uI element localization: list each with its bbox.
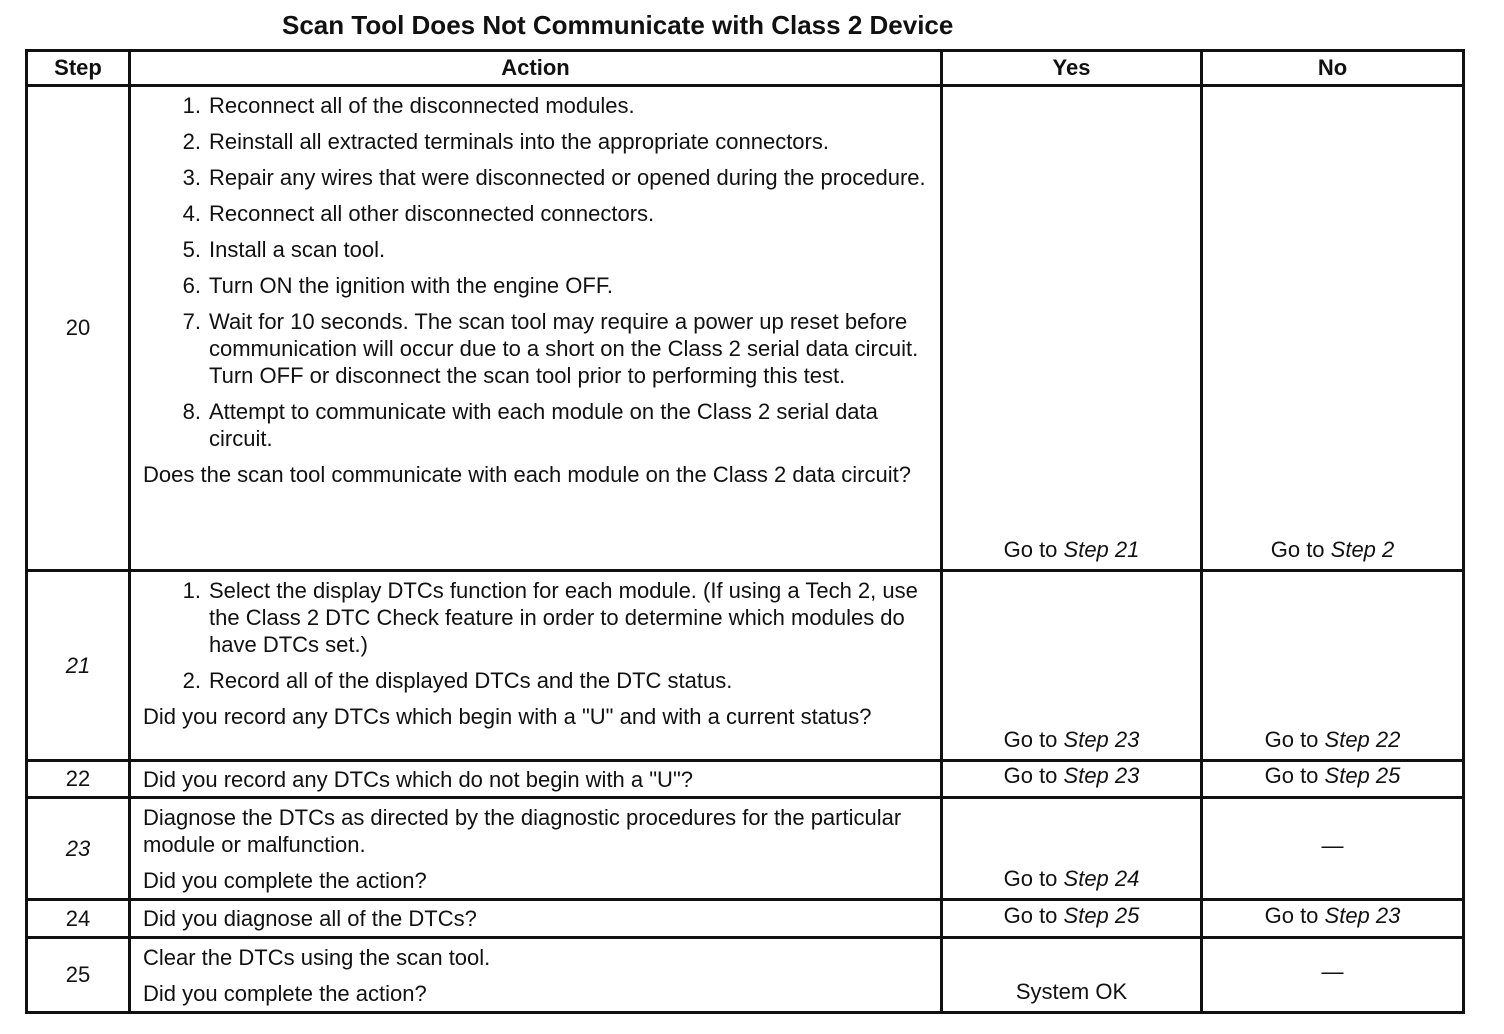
action-question: Did you complete the action? (143, 981, 427, 1006)
go-to-label: Go to (1003, 902, 1064, 928)
item-text: Attempt to communicate with each module … (209, 399, 878, 451)
table-row: 24 Did you diagnose all of the DTCs? Go to… (25, 898, 1465, 939)
go-to-label: Go to (1264, 727, 1325, 752)
action-text: Diagnose the DTCs as directed by the dia… (143, 805, 902, 857)
item-number: 2. (182, 668, 201, 693)
step-number: 23 (25, 796, 131, 901)
action-cell: Did you record any DTCs which do not beg… (128, 759, 943, 799)
header-no: No (1200, 49, 1465, 87)
go-to-label: Go to (1003, 537, 1064, 562)
step-number: 22 (25, 759, 131, 799)
step-link: Step 21 (1063, 537, 1140, 562)
header-action: Action (128, 49, 943, 87)
step-link: Step 25 (1324, 763, 1401, 788)
step-link: Step 23 (1324, 902, 1401, 928)
yes-cell: Go to Step 21 (940, 84, 1203, 572)
item-number: 5. (182, 237, 201, 262)
item-number: 6. (182, 273, 201, 298)
action-item: 5. Install a scan tool. (143, 236, 932, 263)
action-cell: Diagnose the DTCs as directed by the dia… (128, 796, 943, 901)
table-row: 25 Clear the DTCs using the scan tool. Did… (25, 936, 1465, 1014)
item-number: 2. (182, 129, 201, 154)
yes-cell: System OK (940, 936, 1203, 1014)
item-text: Wait for 10 seconds. The scan tool may r… (209, 309, 919, 388)
go-to-label: Go to (1003, 763, 1064, 788)
table-row: 21 1. Select the display DTCs function for… (25, 569, 1465, 762)
action-cell: 1. Select the display DTCs function for e… (128, 569, 943, 762)
header-step: Step (25, 49, 131, 87)
item-text: Reconnect all of the disconnected module… (209, 93, 635, 118)
no-cell: Go to Step 2 (1200, 84, 1465, 572)
item-text: Record all of the displayed DTCs and the… (209, 668, 733, 693)
yes-cell: Go to Step 24 (940, 796, 1203, 901)
yes-cell: Go to Step 23 (940, 759, 1203, 799)
action-item: 1. Select the display DTCs function for e… (143, 577, 932, 658)
step-number: 20 (25, 84, 131, 572)
item-text: Select the display DTCs function for eac… (209, 578, 918, 657)
no-cell: Go to Step 25 (1200, 759, 1465, 799)
header-yes: Yes (940, 49, 1203, 87)
action-item: 2. Reinstall all extracted terminals into… (143, 128, 932, 155)
item-text: Install a scan tool. (209, 237, 386, 262)
step-link: Step 24 (1063, 866, 1140, 891)
action-question: Did you record any DTCs which do not beg… (143, 766, 693, 792)
go-to-label: Go to (1264, 902, 1325, 928)
action-cell: Did you diagnose all of the DTCs? (128, 898, 943, 939)
diagnostic-table: Step Action Yes No 20 1. Reconnect all of … (25, 49, 1465, 1014)
item-text: Repair any wires that were disconnected … (209, 165, 926, 190)
go-to-label: Go to (1003, 727, 1064, 752)
action-question: Did you record any DTCs which begin with… (143, 704, 872, 729)
table-row: 20 1. Reconnect all of the disconnected mo… (25, 84, 1465, 572)
go-to-label: Go to (1003, 866, 1064, 891)
go-to-label: Go to (1270, 537, 1331, 562)
page-title: Scan Tool Does Not Communicate with Clas… (282, 10, 954, 40)
action-cell: 1. Reconnect all of the disconnected modu… (128, 84, 943, 572)
action-item: 3. Repair any wires that were disconnecte… (143, 164, 932, 191)
step-link: Step 23 (1063, 763, 1140, 788)
action-item: 6. Turn ON the ignition with the engine O… (143, 272, 932, 299)
yes-cell: Go to Step 23 (940, 569, 1203, 762)
step-link: Step 2 (1330, 537, 1395, 562)
action-question: Did you complete the action? (143, 868, 427, 893)
action-item: 1. Reconnect all of the disconnected modu… (143, 92, 932, 119)
step-link: Step 25 (1063, 902, 1140, 928)
no-cell: — (1200, 796, 1465, 901)
item-text: Reconnect all other disconnected connect… (209, 201, 655, 226)
item-number: 1. (182, 578, 201, 603)
item-number: 7. (182, 309, 201, 334)
step-link: Step 23 (1063, 727, 1140, 752)
action-text: Clear the DTCs using the scan tool. (143, 945, 491, 970)
action-item: 4. Reconnect all other disconnected conne… (143, 200, 932, 227)
action-cell: Clear the DTCs using the scan tool. Did y… (128, 936, 943, 1014)
item-text: Reinstall all extracted terminals into t… (209, 129, 829, 154)
step-number: 25 (25, 936, 131, 1014)
table-row: 23 Diagnose the DTCs as directed by the d… (25, 796, 1465, 901)
table-row: 22 Did you record any DTCs which do not b… (25, 759, 1465, 799)
action-item: 2. Record all of the displayed DTCs and t… (143, 667, 932, 694)
item-number: 3. (182, 165, 201, 190)
item-number: 4. (182, 201, 201, 226)
action-question: Does the scan tool communicate with each… (143, 462, 911, 487)
no-cell: — (1200, 936, 1465, 1014)
step-number: 21 (25, 569, 131, 762)
item-text: Turn ON the ignition with the engine OFF… (209, 273, 613, 298)
item-number: 8. (182, 399, 201, 424)
header-row: Step Action Yes No (25, 49, 1465, 87)
no-cell: Go to Step 22 (1200, 569, 1465, 762)
action-item: 8. Attempt to communicate with each modul… (143, 398, 932, 452)
step-link: Step 22 (1324, 727, 1401, 752)
action-question: Did you diagnose all of the DTCs? (143, 906, 477, 931)
yes-cell: Go to Step 25 (940, 898, 1203, 939)
no-cell: Go to Step 23 (1200, 898, 1465, 939)
item-number: 1. (182, 93, 201, 118)
go-to-label: Go to (1264, 763, 1325, 788)
step-number: 24 (25, 898, 131, 939)
action-item: 7. Wait for 10 seconds. The scan tool may… (143, 308, 932, 389)
